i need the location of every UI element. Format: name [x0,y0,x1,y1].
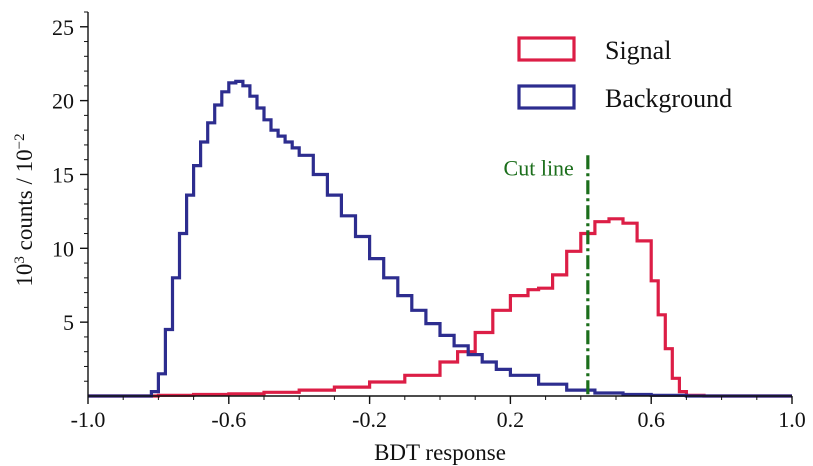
y-tick-label: 10 [52,236,74,261]
y-axis-title-exponent: 3 [12,256,28,264]
series-layer [88,79,792,398]
legend: Signal Background [517,36,732,113]
series-line-signal [88,217,792,398]
annotation-layer: Cut line [504,155,590,396]
legend-label-signal: Signal [605,36,671,65]
series-line-background [88,79,792,398]
x-tick-label: 1.0 [778,407,806,432]
y-tick-label: 15 [52,162,74,187]
x-tick-label: -1.0 [71,407,106,432]
y-tick-label: 5 [63,310,74,335]
y-axis-title-middle: counts / 10 [12,149,37,256]
axes-layer: -1.0 -0.6 -0.2 0.2 0.6 1.0 5 10 15 20 25 [52,11,806,432]
legend-swatch-signal [517,36,576,62]
x-tick-label: 0.2 [497,407,525,432]
x-tick-label: -0.6 [211,407,246,432]
legend-swatch-background [517,84,576,110]
y-tick-label: 20 [52,89,74,114]
x-tick-label: -0.2 [352,407,387,432]
cut-line-label: Cut line [504,155,574,180]
y-axis-title-base: 10 [12,264,37,287]
y-axis-title-exponent-2: −2 [12,133,28,149]
y-tick-label: 25 [52,15,74,40]
x-axis-title: BDT response [374,440,506,465]
y-axis-title: 103 counts / 10−2 [12,133,37,286]
x-tick-label: 0.6 [637,407,665,432]
legend-label-background: Background [605,84,732,113]
